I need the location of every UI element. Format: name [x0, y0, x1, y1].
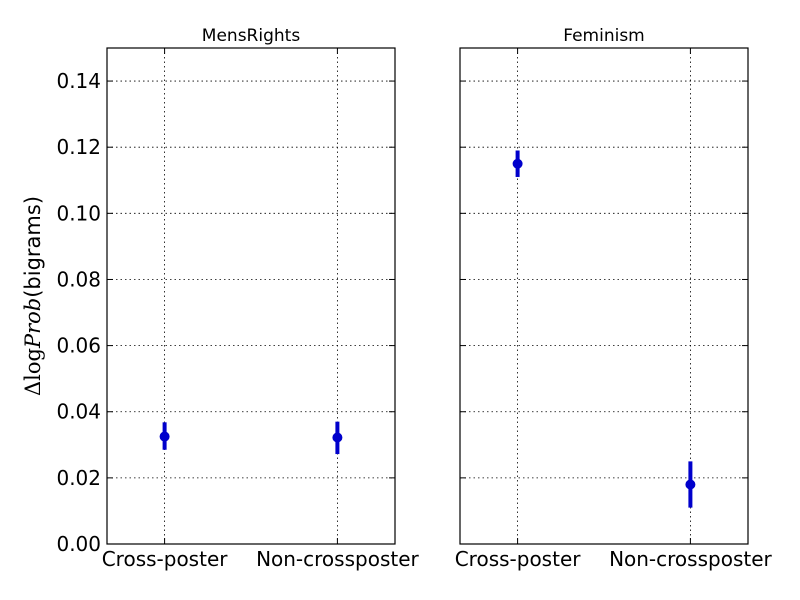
y-axis-label-symbol: Δlog [21, 348, 45, 396]
panel-feminism: Feminism Cross-poster Non-crossposter [455, 26, 773, 571]
grid [460, 48, 748, 544]
grid [107, 48, 395, 544]
y-tick-label: 0.06 [56, 334, 101, 358]
x-tick-label: Cross-poster [102, 547, 229, 571]
panel-title: MensRights [202, 26, 301, 46]
y-tick-label: 0.00 [56, 532, 101, 556]
y-tick-label: 0.12 [56, 135, 101, 159]
ticks [107, 48, 395, 545]
y-tick-label: 0.02 [56, 466, 101, 490]
data-point [159, 431, 170, 442]
data-marks [512, 150, 696, 508]
data-marks [159, 421, 343, 455]
panel-mensrights: MensRights 0.000.020.040.060.080.100.120… [56, 26, 419, 571]
y-tick-labels: 0.00 0.02 0.04 0.06 0.08 0.10 0.12 0.14 [56, 69, 101, 556]
y-axis-label-italic: Prob [21, 298, 45, 349]
y-tick-label: 0.08 [56, 267, 101, 291]
y-tick-label: 0.14 [56, 69, 101, 93]
data-point [512, 158, 523, 169]
plot-frame [459, 47, 749, 545]
panel-title: Feminism [563, 26, 645, 46]
x-tick-label: Non-crossposter [256, 547, 419, 571]
data-point [332, 432, 343, 443]
plot-frame [106, 47, 396, 545]
x-tick-label: Non-crossposter [609, 547, 772, 571]
x-tick-labels: Cross-poster Non-crossposter [455, 547, 773, 571]
y-tick-label: 0.10 [56, 201, 101, 225]
y-tick-label: 0.04 [56, 400, 101, 424]
y-axis-label-text: (bigrams) [21, 196, 45, 298]
x-tick-labels: Cross-poster Non-crossposter [102, 547, 420, 571]
y-axis-label: ΔlogProb(bigrams) [21, 196, 45, 396]
data-point [685, 479, 696, 490]
x-tick-label: Cross-poster [455, 547, 582, 571]
ticks [460, 48, 748, 545]
